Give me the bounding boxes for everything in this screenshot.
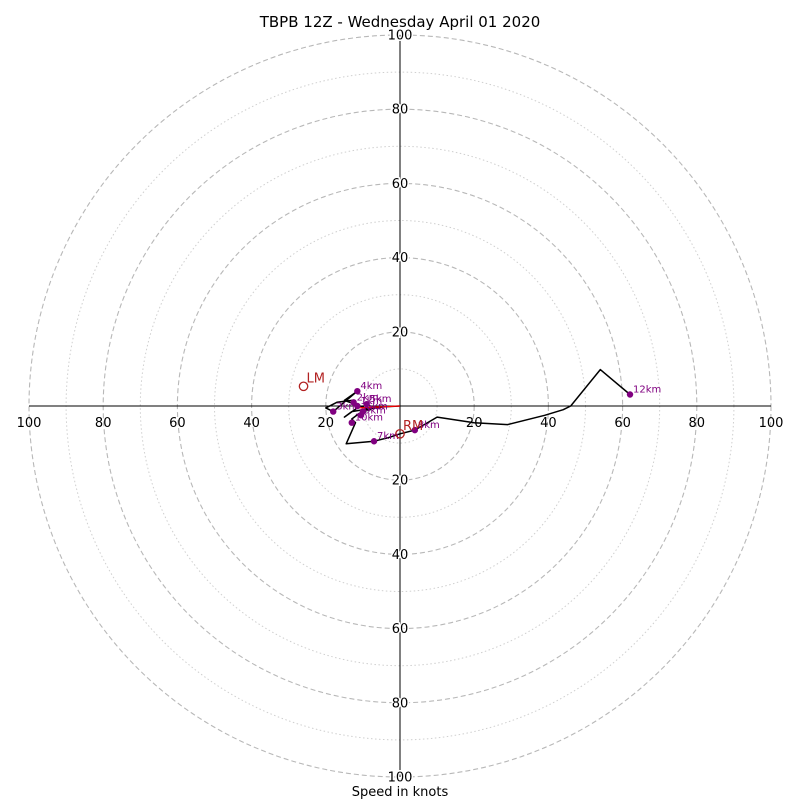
storm-motion-markers: LM RM <box>298 371 423 439</box>
tick-label-right: 40 <box>540 416 557 431</box>
height-marker-5km <box>363 400 370 408</box>
tick-label-top: 60 <box>392 177 409 192</box>
tick-label-bottom: 20 <box>392 474 409 489</box>
height-label-1km: 1km <box>360 396 382 407</box>
storm-marker-RM <box>395 428 405 439</box>
height-label-9km: 9km <box>364 405 386 416</box>
height-marker-10km <box>348 419 355 426</box>
height-label-8km: 8km <box>418 420 440 431</box>
tick-label-top: 100 <box>388 29 413 44</box>
tick-label-bottom: 40 <box>392 548 409 563</box>
hodograph-trace <box>325 368 631 445</box>
height-label-2km: 2km <box>357 392 379 403</box>
height-label-6km: 6km <box>366 402 388 413</box>
height-marker-2km <box>350 399 357 406</box>
height-label-5km: 5km <box>370 394 392 405</box>
height-label-12km: 12km <box>633 384 661 395</box>
x-axis-label: Speed in knots <box>352 785 449 800</box>
height-marker-8km <box>411 426 419 434</box>
tick-label-right: 100 <box>759 416 784 431</box>
height-label-10km: 10km <box>355 413 383 424</box>
storm-label-LM: LM <box>307 371 325 386</box>
height-marker-3km <box>330 408 337 415</box>
mean-wind-vector <box>359 405 401 409</box>
tick-label-left: 60 <box>169 416 186 431</box>
height-marker-7km <box>370 438 378 445</box>
height-label-4km: 4km <box>360 381 382 392</box>
tick-label-right: 80 <box>689 416 706 431</box>
tick-label-left: 20 <box>318 416 335 431</box>
tick-label-top: 80 <box>392 103 409 118</box>
height-label-3km: 3km <box>336 402 358 413</box>
tick-label-top: 20 <box>392 325 409 340</box>
tick-label-top: 40 <box>392 251 409 266</box>
mean-wind <box>359 405 401 409</box>
tick-labels: 20 40 60 80 100 20 40 60 80 100 100 80 60 40 20 20 40 60 8… <box>17 27 784 787</box>
tick-label-left: 80 <box>95 416 112 431</box>
tick-label-bottom: 80 <box>392 696 409 711</box>
storm-marker-LM <box>298 381 309 392</box>
tick-label-right: 60 <box>614 416 631 431</box>
height-marker-12km <box>626 391 634 398</box>
tick-label-bottom: 60 <box>392 622 409 637</box>
tick-label-bottom: 100 <box>388 771 413 786</box>
tick-label-left: 40 <box>243 416 260 431</box>
tick-label-right: 20 <box>466 416 483 431</box>
height-marker-4km <box>354 387 361 395</box>
height-marker-9km <box>357 412 365 419</box>
tick-label-left: 100 <box>17 416 42 431</box>
height-label-7km: 7km <box>377 431 399 442</box>
storm-label-RM: RM <box>403 419 423 434</box>
hodograph-line <box>325 368 631 445</box>
chart-title: TBPB 12Z - Wednesday April 01 2020 <box>259 13 541 31</box>
